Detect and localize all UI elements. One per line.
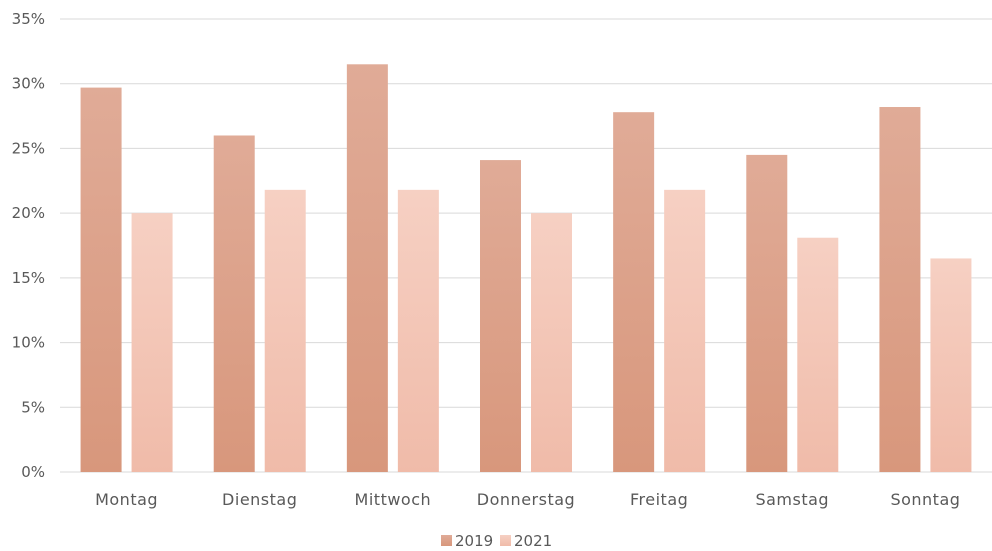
bar-donnerstag-2019	[480, 160, 521, 472]
bar-freitag-2019	[613, 112, 655, 472]
y-tick-label: 30%	[12, 75, 45, 93]
bar-dienstag-2021	[264, 189, 306, 473]
x-category-label: Samstag	[755, 490, 829, 509]
legend-label-2021: 2021	[514, 532, 552, 550]
bar-sonntag-2019	[879, 107, 921, 473]
x-category-label: Mittwoch	[355, 490, 432, 509]
bars	[80, 64, 972, 473]
gridlines	[60, 18, 992, 473]
y-axis-tick-labels: 0% 5% 10% 15% 20% 25% 30% 35%	[12, 10, 45, 481]
bar-freitag-2021	[664, 189, 706, 473]
legend: 2019 2021	[441, 532, 552, 550]
bar-mittwoch-2021	[397, 189, 439, 473]
y-tick-label: 5%	[21, 398, 45, 416]
bar-mittwoch-2019	[346, 64, 388, 473]
bar-montag-2021	[131, 213, 173, 472]
y-tick-label: 15%	[12, 269, 45, 287]
bar-sonntag-2021	[930, 258, 972, 472]
y-tick-label: 20%	[12, 204, 45, 222]
y-tick-label: 10%	[12, 334, 45, 352]
x-category-label: Freitag	[630, 490, 688, 509]
bar-donnerstag-2021	[531, 213, 572, 472]
y-tick-label: 35%	[12, 10, 45, 28]
legend-swatch-2019	[441, 535, 452, 546]
x-category-label: Dienstag	[222, 490, 297, 509]
y-tick-label: 0%	[21, 463, 45, 481]
bar-samstag-2019	[746, 154, 788, 472]
legend-label-2019: 2019	[455, 532, 493, 550]
y-tick-label: 25%	[12, 139, 45, 157]
x-axis-category-labels: Montag Dienstag Mittwoch Donnerstag Freitag S…	[95, 490, 960, 509]
bar-dienstag-2019	[213, 135, 255, 472]
x-category-label: Sonntag	[890, 490, 960, 509]
legend-swatch-2021	[500, 535, 511, 546]
x-category-label: Montag	[95, 490, 158, 509]
x-category-label: Donnerstag	[477, 490, 575, 509]
bar-samstag-2021	[797, 237, 839, 472]
bar-montag-2019	[80, 87, 122, 473]
